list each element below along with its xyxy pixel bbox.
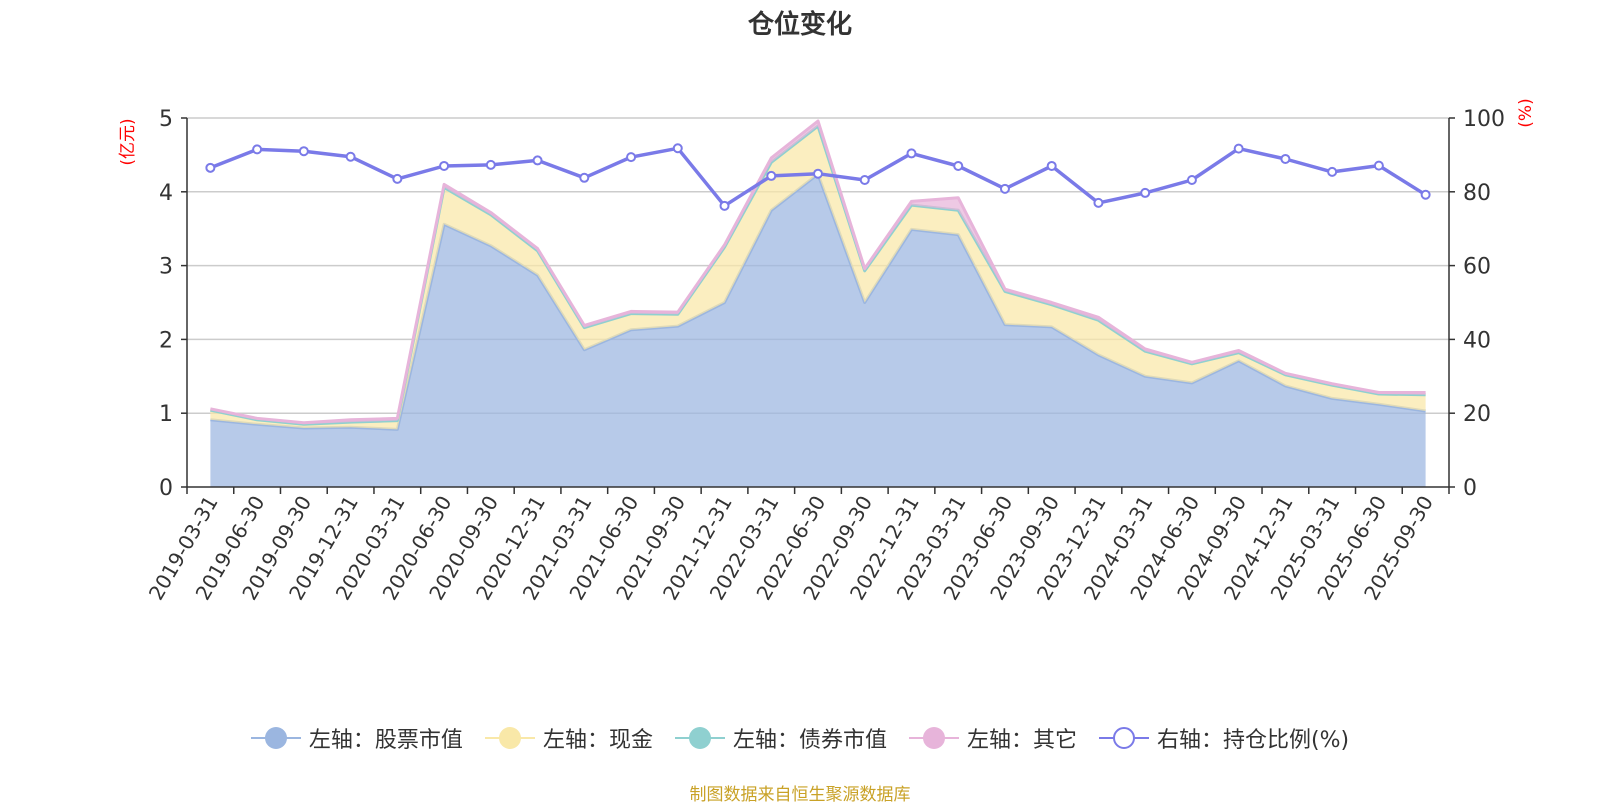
- ratio-point: [345, 151, 356, 162]
- legend-marker-icon: [908, 726, 959, 750]
- legend-marker-icon: [484, 726, 535, 750]
- ratio-point: [859, 174, 870, 185]
- right-tick-label: 20: [1463, 402, 1491, 427]
- legend: 左轴：股票市值 左轴：现金 左轴：债券市值 左轴：其它 右轴：持仓比例(%): [0, 722, 1600, 754]
- source-note: 制图数据来自恒生聚源数据库: [689, 785, 911, 805]
- left-tick-label: 1: [159, 402, 173, 427]
- area-series-0: [210, 174, 1426, 487]
- ratio-point: [906, 148, 917, 159]
- ratio-point: [672, 143, 683, 154]
- ratio-point: [1327, 166, 1338, 177]
- ratio-point: [439, 160, 450, 171]
- left-tick-label: 2: [159, 328, 173, 353]
- right-tick-label: 0: [1463, 476, 1477, 501]
- legend-marker-icon: [674, 726, 725, 750]
- ratio-point: [1093, 197, 1104, 208]
- legend-label: 右轴：持仓比例(%): [1156, 728, 1350, 753]
- left-tick-label: 5: [159, 107, 173, 132]
- ratio-point: [1373, 160, 1384, 171]
- ratio-point: [1280, 153, 1291, 164]
- ratio-point: [1140, 187, 1151, 198]
- right-tick-label: 100: [1463, 107, 1505, 132]
- ratio-point: [813, 168, 823, 179]
- legend-label: 左轴：现金: [542, 728, 653, 753]
- right-tick-label: 60: [1463, 255, 1491, 280]
- ratio-point: [485, 159, 496, 170]
- ratio-point: [1186, 174, 1197, 185]
- right-tick-label: 80: [1463, 181, 1491, 206]
- ratio-point: [626, 152, 637, 163]
- legend-label: 左轴：其它: [966, 728, 1077, 753]
- ratio-point: [579, 172, 590, 183]
- ratio-point: [1233, 143, 1244, 154]
- right-axis-unit: (%): [1516, 98, 1536, 127]
- legend-marker-icon: [250, 726, 301, 750]
- ratio-point: [719, 200, 730, 211]
- legend-label: 左轴：股票市值: [308, 728, 463, 753]
- left-tick-label: 4: [159, 181, 173, 206]
- left-tick-label: 0: [159, 476, 173, 501]
- ratio-point: [766, 170, 777, 181]
- ratio-point: [953, 160, 964, 171]
- right-tick-label: 40: [1463, 328, 1491, 353]
- left-tick-label: 3: [159, 255, 173, 280]
- legend-item-3[interactable]: 左轴：其它: [908, 722, 1077, 754]
- legend-marker-icon: [1098, 726, 1149, 750]
- ratio-point: [252, 144, 263, 155]
- chart-title: 仓位变化: [747, 10, 852, 40]
- ratio-point: [532, 155, 543, 166]
- ratio-point: [999, 183, 1010, 194]
- legend-item-0[interactable]: 左轴：股票市值: [250, 722, 463, 754]
- area-series-1: [210, 126, 1426, 430]
- legend-label: 左轴：债券市值: [732, 728, 887, 753]
- left-axis-unit: (亿元): [118, 118, 138, 165]
- legend-item-2[interactable]: 左轴：债券市值: [674, 722, 887, 754]
- ratio-point: [1420, 189, 1431, 200]
- area-line-series-3: [210, 119, 1426, 425]
- ratio-point: [1046, 160, 1057, 171]
- legend-item-4[interactable]: 右轴：持仓比例(%): [1098, 722, 1350, 754]
- ratio-point: [205, 162, 216, 173]
- ratio-point: [298, 146, 309, 157]
- legend-item-1[interactable]: 左轴：现金: [484, 722, 653, 754]
- ratio-point: [392, 173, 403, 184]
